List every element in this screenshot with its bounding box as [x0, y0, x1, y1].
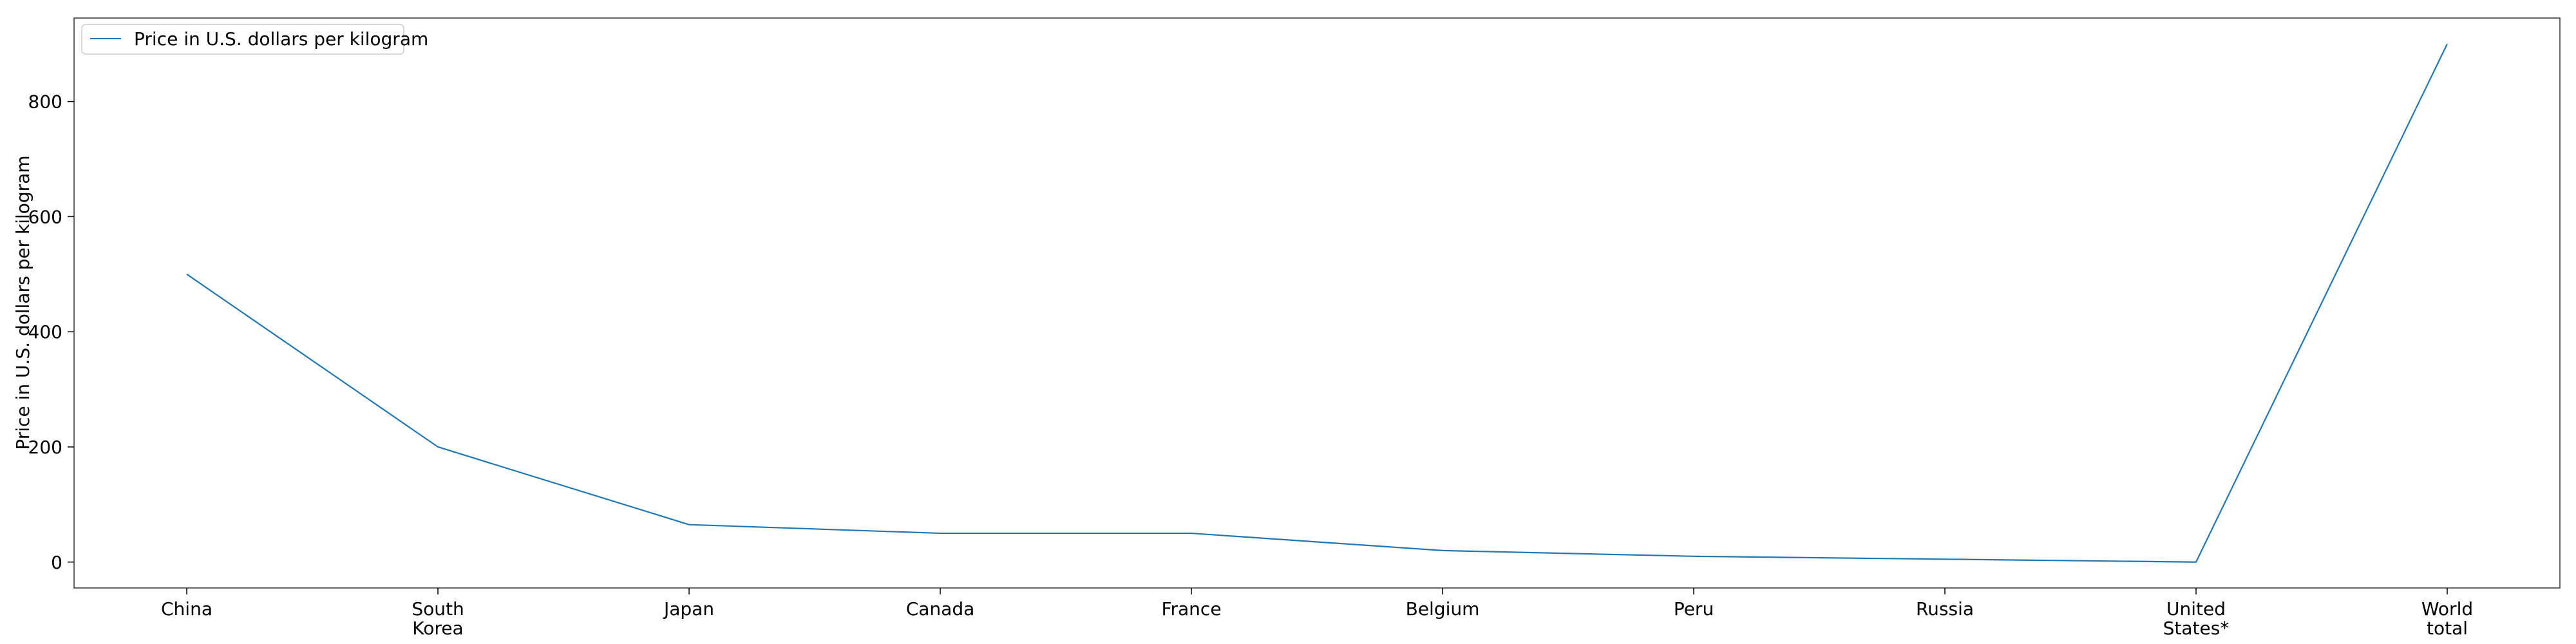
x-tick-label: France	[1161, 598, 1221, 620]
x-tick-label: China	[161, 598, 213, 620]
y-tick-label: 800	[28, 91, 62, 113]
x-tick-label: World total	[2421, 598, 2473, 639]
x-axis: China South Korea Japan Canada France Belgium P…	[161, 588, 2473, 639]
x-tick-label: Peru	[1674, 598, 1714, 620]
x-tick-label: Canada	[906, 598, 975, 620]
x-tick-label: Russia	[1916, 598, 1974, 620]
legend-label: Price in U.S. dollars per kilogram	[134, 28, 428, 50]
plot-frame	[73, 17, 2561, 589]
series-layer	[186, 43, 2448, 563]
x-tick-label: Belgium	[1406, 598, 1480, 620]
y-tick-label: 600	[28, 206, 62, 227]
legend-box	[81, 24, 404, 55]
y-tick-label: 200	[28, 437, 62, 458]
y-tick-label: 0	[51, 552, 62, 573]
x-tick-label: South Korea	[412, 598, 464, 639]
x-tick-label: United States*	[2163, 598, 2230, 639]
series-line	[186, 43, 2448, 563]
y-tick-label: 400	[28, 321, 62, 343]
y-axis-label: Price in U.S. dollars per kilogram	[12, 155, 33, 450]
legend: Price in U.S. dollars per kilogram	[81, 24, 428, 55]
x-tick-label: Japan	[663, 598, 714, 620]
y-axis: 0 200 400 600 800	[28, 91, 74, 573]
